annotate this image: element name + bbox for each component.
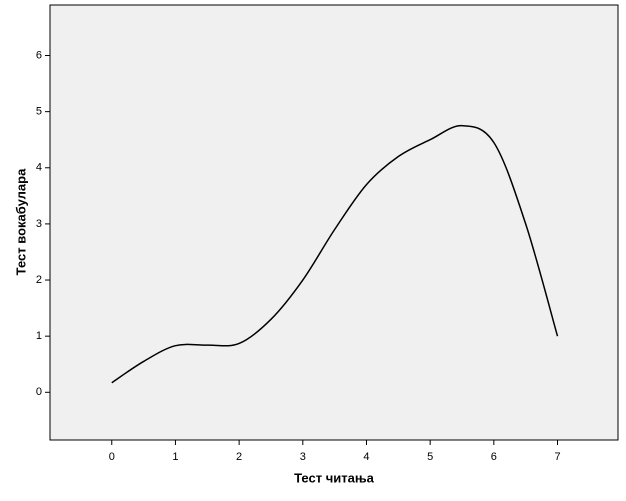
x-tick-label: 6 [491, 451, 497, 463]
y-tick-label: 1 [36, 330, 42, 342]
y-tick-label: 0 [36, 386, 42, 398]
x-tick-label: 2 [236, 451, 242, 463]
y-tick-label: 6 [36, 49, 42, 61]
y-tick-label: 3 [36, 218, 42, 230]
plot-area [49, 4, 619, 441]
y-tick-label: 4 [36, 162, 42, 174]
line [111, 124, 559, 384]
x-axis-label: Тест читања [294, 470, 374, 485]
x-tick-label: 3 [300, 451, 306, 463]
x-tick-label: 4 [363, 451, 369, 463]
y-axis-label: Тест вокабулара [13, 168, 28, 275]
x-tick-label: 1 [172, 451, 178, 463]
x-tick-label: 5 [427, 451, 433, 463]
y-tick-label: 2 [36, 274, 42, 286]
x-tick-label: 7 [554, 451, 560, 463]
x-tick-label: 0 [109, 451, 115, 463]
y-tick-label: 5 [36, 106, 42, 118]
